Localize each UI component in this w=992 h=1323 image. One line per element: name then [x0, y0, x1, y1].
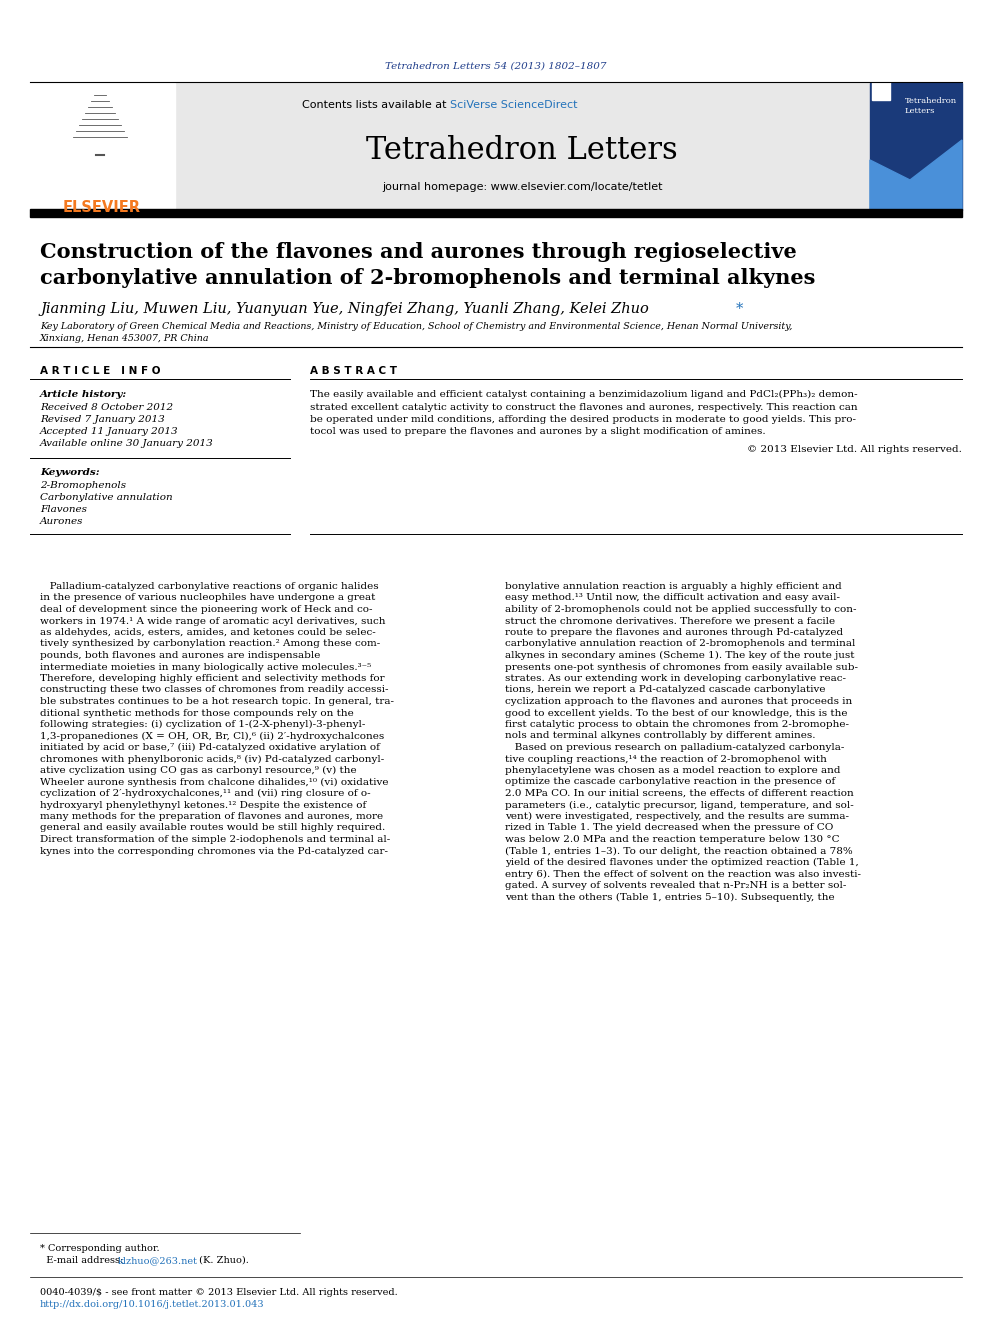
Text: constructing these two classes of chromones from readily accessi-: constructing these two classes of chromo…: [40, 685, 389, 695]
Text: Article history:: Article history:: [40, 390, 127, 400]
Text: ative cyclization using CO gas as carbonyl resource,⁹ (v) the: ative cyclization using CO gas as carbon…: [40, 766, 357, 775]
Bar: [30, 209, 962, 217]
Text: Tetrahedron Letters 54 (2013) 1802–1807: Tetrahedron Letters 54 (2013) 1802–1807: [385, 62, 607, 71]
Text: carbonylative annulation reaction of 2-bromophenols and terminal: carbonylative annulation reaction of 2-b…: [505, 639, 855, 648]
Text: Received 8 October 2012: Received 8 October 2012: [40, 404, 174, 411]
Text: nols and terminal alkynes controllably by different amines.: nols and terminal alkynes controllably b…: [505, 732, 815, 741]
Text: klzhuo@263.net: klzhuo@263.net: [118, 1256, 198, 1265]
Text: first catalytic process to obtain the chromones from 2-bromophe-: first catalytic process to obtain the ch…: [505, 720, 849, 729]
Text: rized in Table 1. The yield decreased when the pressure of CO: rized in Table 1. The yield decreased wh…: [505, 823, 833, 832]
Text: (K. Zhuo).: (K. Zhuo).: [196, 1256, 249, 1265]
Text: © 2013 Elsevier Ltd. All rights reserved.: © 2013 Elsevier Ltd. All rights reserved…: [747, 445, 962, 454]
Bar: [870, 83, 962, 210]
Text: was below 2.0 MPa and the reaction temperature below 130 °C: was below 2.0 MPa and the reaction tempe…: [505, 835, 839, 844]
Text: initiated by acid or base,⁷ (iii) Pd-catalyzed oxidative arylation of: initiated by acid or base,⁷ (iii) Pd-cat…: [40, 744, 380, 751]
Text: The easily available and efficient catalyst containing a benzimidazolium ligand : The easily available and efficient catal…: [310, 390, 858, 400]
Bar: [872, 82, 890, 101]
Text: pounds, both flavones and aurones are indispensable: pounds, both flavones and aurones are in…: [40, 651, 320, 660]
Text: tions, herein we report a Pd-catalyzed cascade carbonylative: tions, herein we report a Pd-catalyzed c…: [505, 685, 825, 695]
Text: tocol was used to prepare the flavones and aurones by a slight modification of a: tocol was used to prepare the flavones a…: [310, 427, 766, 437]
Text: as aldehydes, acids, esters, amides, and ketones could be selec-: as aldehydes, acids, esters, amides, and…: [40, 628, 376, 636]
Text: many methods for the preparation of flavones and aurones, more: many methods for the preparation of flav…: [40, 812, 383, 822]
Text: (Table 1, entries 1–3). To our delight, the reaction obtained a 78%: (Table 1, entries 1–3). To our delight, …: [505, 847, 853, 856]
Text: Direct transformation of the simple 2-iodophenols and terminal al-: Direct transformation of the simple 2-io…: [40, 835, 390, 844]
Text: presents one-pot synthesis of chromones from easily available sub-: presents one-pot synthesis of chromones …: [505, 663, 858, 672]
Text: cyclization of 2′-hydroxychalcones,¹¹ and (vii) ring closure of o-: cyclization of 2′-hydroxychalcones,¹¹ an…: [40, 789, 371, 798]
Text: Tetrahedron
Letters: Tetrahedron Letters: [905, 97, 957, 115]
Text: tively synthesized by carbonylation reaction.² Among these com-: tively synthesized by carbonylation reac…: [40, 639, 380, 648]
Text: ability of 2-bromophenols could not be applied successfully to con-: ability of 2-bromophenols could not be a…: [505, 605, 856, 614]
Text: SciVerse ScienceDirect: SciVerse ScienceDirect: [450, 101, 577, 110]
Text: ELSEVIER: ELSEVIER: [63, 200, 141, 216]
Text: optimize the cascade carbonylative reaction in the presence of: optimize the cascade carbonylative react…: [505, 778, 835, 786]
Text: *: *: [736, 302, 743, 316]
Text: general and easily available routes would be still highly required.: general and easily available routes woul…: [40, 823, 385, 832]
Polygon shape: [870, 140, 962, 210]
Text: workers in 1974.¹ A wide range of aromatic acyl derivatives, such: workers in 1974.¹ A wide range of aromat…: [40, 617, 386, 626]
Text: Xinxiang, Henan 453007, PR China: Xinxiang, Henan 453007, PR China: [40, 333, 209, 343]
Text: 1,3-propanediones (X = OH, OR, Br, Cl),⁶ (ii) 2′-hydroxychalcones: 1,3-propanediones (X = OH, OR, Br, Cl),⁶…: [40, 732, 384, 741]
Text: Accepted 11 January 2013: Accepted 11 January 2013: [40, 427, 179, 437]
Text: Contents lists available at: Contents lists available at: [302, 101, 450, 110]
Text: tive coupling reactions,¹⁴ the reaction of 2-bromophenol with: tive coupling reactions,¹⁴ the reaction …: [505, 754, 827, 763]
Text: route to prepare the flavones and aurones through Pd-catalyzed: route to prepare the flavones and aurone…: [505, 628, 843, 636]
Text: Palladium-catalyzed carbonylative reactions of organic halides: Palladium-catalyzed carbonylative reacti…: [40, 582, 379, 591]
Text: Flavones: Flavones: [40, 505, 87, 515]
Text: entry 6). Then the effect of solvent on the reaction was also investi-: entry 6). Then the effect of solvent on …: [505, 869, 861, 878]
Text: Therefore, developing highly efficient and selectivity methods for: Therefore, developing highly efficient a…: [40, 673, 385, 683]
Text: easy method.¹³ Until now, the difficult activation and easy avail-: easy method.¹³ Until now, the difficult …: [505, 594, 840, 602]
Text: hydroxyaryl phenylethynyl ketones.¹² Despite the existence of: hydroxyaryl phenylethynyl ketones.¹² Des…: [40, 800, 366, 810]
Text: bonylative annulation reaction is arguably a highly efficient and: bonylative annulation reaction is arguab…: [505, 582, 842, 591]
Text: carbonylative annulation of 2-bromophenols and terminal alkynes: carbonylative annulation of 2-bromopheno…: [40, 269, 815, 288]
Text: A B S T R A C T: A B S T R A C T: [310, 366, 397, 376]
Text: Wheeler aurone synthesis from chalcone dihalides,¹⁰ (vi) oxidative: Wheeler aurone synthesis from chalcone d…: [40, 778, 389, 787]
Bar: [175, 83, 870, 210]
Text: strates. As our extending work in developing carbonylative reac-: strates. As our extending work in develo…: [505, 673, 846, 683]
Text: intermediate moieties in many biologically active molecules.³⁻⁵: intermediate moieties in many biological…: [40, 663, 371, 672]
Text: A R T I C L E   I N F O: A R T I C L E I N F O: [40, 366, 161, 376]
Text: Keywords:: Keywords:: [40, 468, 99, 478]
Text: journal homepage: www.elsevier.com/locate/tetlet: journal homepage: www.elsevier.com/locat…: [382, 183, 663, 192]
Text: kynes into the corresponding chromones via the Pd-catalyzed car-: kynes into the corresponding chromones v…: [40, 847, 388, 856]
Text: phenylacetylene was chosen as a model reaction to explore and: phenylacetylene was chosen as a model re…: [505, 766, 840, 775]
Text: strated excellent catalytic activity to construct the flavones and aurones, resp: strated excellent catalytic activity to …: [310, 402, 858, 411]
Bar: [30, 83, 175, 210]
Text: 0040-4039/$ - see front matter © 2013 Elsevier Ltd. All rights reserved.: 0040-4039/$ - see front matter © 2013 El…: [40, 1289, 398, 1297]
Text: cyclization approach to the flavones and aurones that proceeds in: cyclization approach to the flavones and…: [505, 697, 852, 706]
Text: ditional synthetic methods for those compounds rely on the: ditional synthetic methods for those com…: [40, 709, 354, 717]
Text: Based on previous research on palladium-catalyzed carbonyla-: Based on previous research on palladium-…: [505, 744, 844, 751]
Text: 2-Bromophenols: 2-Bromophenols: [40, 482, 126, 490]
Text: * Corresponding author.: * Corresponding author.: [40, 1244, 160, 1253]
Text: vent than the others (Table 1, entries 5–10). Subsequently, the: vent than the others (Table 1, entries 5…: [505, 893, 834, 902]
Text: deal of development since the pioneering work of Heck and co-: deal of development since the pioneering…: [40, 605, 373, 614]
Text: E-mail address:: E-mail address:: [40, 1256, 126, 1265]
Text: following strategies: (i) cyclization of 1-(2-X-phenyl)-3-phenyl-: following strategies: (i) cyclization of…: [40, 720, 365, 729]
Text: http://dx.doi.org/10.1016/j.tetlet.2013.01.043: http://dx.doi.org/10.1016/j.tetlet.2013.…: [40, 1301, 265, 1308]
Text: Revised 7 January 2013: Revised 7 January 2013: [40, 415, 165, 423]
Text: chromones with phenylboronic acids,⁸ (iv) Pd-catalyzed carbonyl-: chromones with phenylboronic acids,⁸ (iv…: [40, 754, 384, 763]
Text: good to excellent yields. To the best of our knowledge, this is the: good to excellent yields. To the best of…: [505, 709, 847, 717]
Text: Tetrahedron Letters: Tetrahedron Letters: [366, 135, 678, 165]
Text: 2.0 MPa CO. In our initial screens, the effects of different reaction: 2.0 MPa CO. In our initial screens, the …: [505, 789, 854, 798]
Text: Construction of the flavones and aurones through regioselective: Construction of the flavones and aurones…: [40, 242, 797, 262]
Text: be operated under mild conditions, affording the desired products in moderate to: be operated under mild conditions, affor…: [310, 415, 856, 423]
Text: Carbonylative annulation: Carbonylative annulation: [40, 493, 173, 501]
Text: Key Laboratory of Green Chemical Media and Reactions, Ministry of Education, Sch: Key Laboratory of Green Chemical Media a…: [40, 321, 793, 331]
Text: Aurones: Aurones: [40, 517, 83, 527]
Text: Jianming Liu, Muwen Liu, Yuanyuan Yue, Ningfei Zhang, Yuanli Zhang, Kelei Zhuo: Jianming Liu, Muwen Liu, Yuanyuan Yue, N…: [40, 302, 649, 316]
Text: ble substrates continues to be a hot research topic. In general, tra-: ble substrates continues to be a hot res…: [40, 697, 394, 706]
Text: vent) were investigated, respectively, and the results are summa-: vent) were investigated, respectively, a…: [505, 812, 849, 822]
Text: Available online 30 January 2013: Available online 30 January 2013: [40, 439, 213, 448]
Text: in the presence of various nucleophiles have undergone a great: in the presence of various nucleophiles …: [40, 594, 375, 602]
Text: yield of the desired flavones under the optimized reaction (Table 1,: yield of the desired flavones under the …: [505, 859, 859, 867]
Text: struct the chromone derivatives. Therefore we present a facile: struct the chromone derivatives. Therefo…: [505, 617, 835, 626]
Text: parameters (i.e., catalytic precursor, ligand, temperature, and sol-: parameters (i.e., catalytic precursor, l…: [505, 800, 854, 810]
Text: alkynes in secondary amines (Scheme 1). The key of the route just: alkynes in secondary amines (Scheme 1). …: [505, 651, 854, 660]
Text: gated. A survey of solvents revealed that n-Pr₂NH is a better sol-: gated. A survey of solvents revealed tha…: [505, 881, 846, 890]
